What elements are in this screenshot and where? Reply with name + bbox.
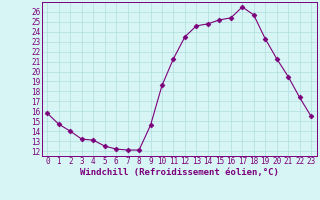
X-axis label: Windchill (Refroidissement éolien,°C): Windchill (Refroidissement éolien,°C) — [80, 168, 279, 177]
